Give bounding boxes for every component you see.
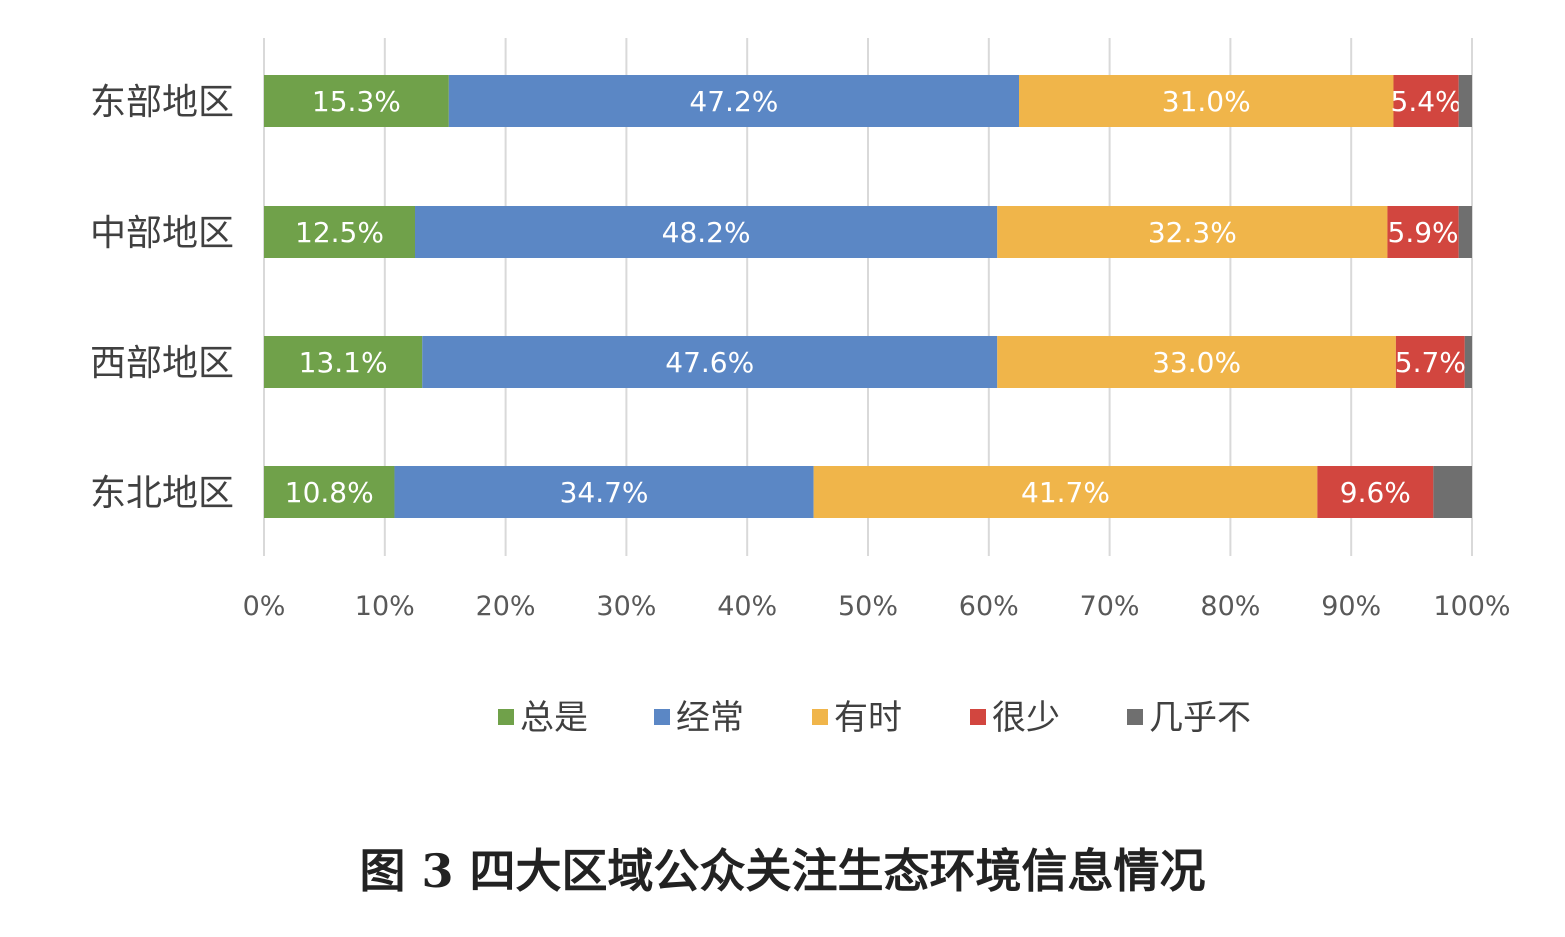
data-label: 48.2%	[662, 216, 751, 249]
data-label: 12.5%	[295, 216, 384, 249]
stacked-bar-chart: 0% 10% 20% 30% 40% 50% 60% 70% 80% 90% 100% 东部地区 15.…	[90, 38, 1511, 738]
x-tick-label: 70%	[1080, 591, 1140, 622]
bar-segment	[1395, 336, 1465, 388]
category-label: 东部地区	[90, 82, 234, 123]
bar-segment	[264, 206, 415, 258]
x-tick-label: 100%	[1433, 591, 1510, 622]
legend-swatch	[1127, 709, 1143, 725]
legend-label: 总是	[520, 698, 588, 738]
data-label: 33.0%	[1152, 346, 1241, 379]
data-label: 47.2%	[689, 85, 778, 118]
data-label: 31.0%	[1162, 85, 1251, 118]
bar-segment	[1393, 75, 1459, 127]
bar-segment	[1433, 466, 1472, 518]
data-label: 5.7%	[1395, 346, 1466, 379]
bar-segment	[1458, 75, 1472, 127]
bar-segment	[1317, 466, 1434, 518]
x-tick-label: 20%	[476, 591, 536, 622]
bar-segment	[1464, 336, 1472, 388]
data-label: 5.4%	[1391, 85, 1462, 118]
bar-segment	[415, 206, 998, 258]
bar-segment	[422, 336, 998, 388]
bar-segment	[394, 466, 814, 518]
data-label: 32.3%	[1148, 216, 1237, 249]
bar-segment	[1458, 206, 1472, 258]
data-label: 34.7%	[560, 476, 649, 509]
x-tick-label: 40%	[717, 591, 777, 622]
data-label: 9.6%	[1340, 476, 1411, 509]
legend-swatch	[970, 709, 986, 725]
data-label: 13.1%	[299, 346, 388, 379]
legend-label: 有时	[834, 698, 902, 738]
category-label: 中部地区	[90, 213, 234, 254]
x-tick-label: 50%	[838, 591, 898, 622]
category-label: 西部地区	[90, 343, 234, 384]
bar-segment	[997, 336, 1396, 388]
bar-segment	[264, 466, 395, 518]
legend-swatch	[498, 709, 514, 725]
category-label: 东北地区	[90, 473, 234, 514]
bar-segment	[813, 466, 1318, 518]
x-tick-label: 10%	[355, 591, 415, 622]
bar-segment	[264, 336, 423, 388]
data-label: 10.8%	[285, 476, 374, 509]
legend-label: 经常	[676, 698, 744, 738]
x-tick-label: 60%	[959, 591, 1019, 622]
bar-segment	[1387, 206, 1459, 258]
data-label: 5.9%	[1388, 216, 1459, 249]
x-tick-label: 90%	[1321, 591, 1381, 622]
bar-segment	[1019, 75, 1394, 127]
x-tick-label: 80%	[1200, 591, 1260, 622]
x-tick-label: 30%	[596, 591, 656, 622]
legend-label: 几乎不	[1149, 698, 1251, 738]
data-label: 47.6%	[665, 346, 754, 379]
data-label: 15.3%	[312, 85, 401, 118]
x-tick-label: 0%	[243, 591, 286, 622]
bar-segment	[448, 75, 1020, 127]
bar-segment	[264, 75, 449, 127]
data-label: 41.7%	[1021, 476, 1110, 509]
bar-segment	[997, 206, 1388, 258]
legend-swatch	[812, 709, 828, 725]
figure-caption: 图 3 四大区域公众关注生态环境信息情况	[359, 844, 1206, 898]
legend-swatch	[654, 709, 670, 725]
legend-label: 很少	[992, 698, 1060, 738]
